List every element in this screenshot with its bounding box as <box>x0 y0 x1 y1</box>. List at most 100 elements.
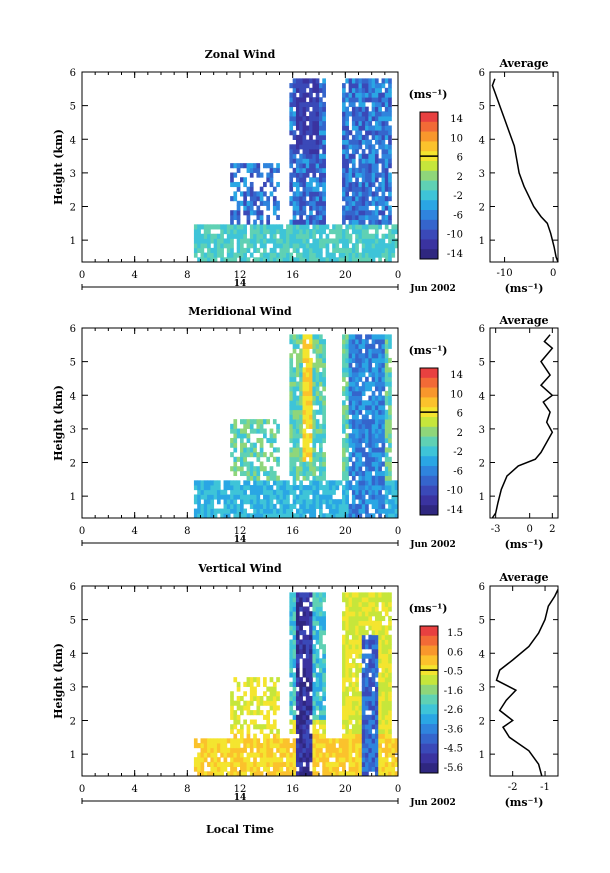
heatmap-cell <box>240 489 244 495</box>
heatmap-cell <box>351 252 356 258</box>
heatmap-cell <box>345 172 350 178</box>
heatmap-cell <box>213 747 218 753</box>
heatmap-cell <box>253 238 257 244</box>
heatmap-cell <box>322 224 326 230</box>
heatmap-cell <box>368 238 373 244</box>
heatmap-cell <box>381 437 386 444</box>
heatmap-cell <box>286 257 290 263</box>
heatmap-cell <box>279 757 284 763</box>
heatmap-cell <box>240 733 244 739</box>
heatmap-cell <box>322 372 326 378</box>
heatmap-cell <box>312 508 317 514</box>
heatmap-cell <box>358 395 363 401</box>
heatmap-cell <box>299 229 303 235</box>
heatmap-cell <box>371 372 376 378</box>
heatmap-cell <box>342 743 346 749</box>
heatmap-cell <box>332 257 336 263</box>
heatmap-cell <box>315 334 320 340</box>
heatmap-cell <box>342 376 346 382</box>
heatmap-cell <box>302 167 307 173</box>
heatmap-cell <box>388 381 392 387</box>
heatmap-cell <box>361 191 366 197</box>
heatmap-cell <box>351 681 356 687</box>
heatmap-cell <box>309 343 313 349</box>
heatmap-cell <box>233 433 238 439</box>
heatmap-cell <box>256 224 261 230</box>
heatmap-cell <box>259 761 264 767</box>
heatmap-cell <box>358 172 363 178</box>
heatmap-cell <box>269 691 274 697</box>
heatmap-cell <box>312 601 317 607</box>
heatmap-cell <box>388 714 392 720</box>
heatmap-cell <box>378 353 382 359</box>
heatmap-cell <box>384 120 389 126</box>
heatmap-cell <box>309 177 313 183</box>
heatmap-cell <box>289 92 294 98</box>
heatmap-cell <box>259 196 264 202</box>
heatmap-cell <box>302 357 307 364</box>
heatmap-cell <box>305 229 310 235</box>
heatmap-cell <box>226 224 231 230</box>
heatmap-cell <box>371 348 376 354</box>
heatmap-cell <box>282 508 287 514</box>
heatmap-cell <box>388 247 392 253</box>
heatmap-cell <box>276 238 280 244</box>
heatmap-cell <box>233 766 238 772</box>
heatmap-cell <box>394 508 399 514</box>
heatmap-cell <box>249 186 254 192</box>
heatmap-cell <box>345 181 350 188</box>
heatmap-cell <box>348 214 353 221</box>
heatmap-cell <box>374 367 379 373</box>
heatmap-cell <box>312 196 317 202</box>
heatmap-cell <box>259 480 264 486</box>
heatmap-cell <box>279 499 284 505</box>
colorbar-segment <box>420 219 438 230</box>
heatmap-cell <box>361 480 366 486</box>
heatmap-cell <box>365 120 369 126</box>
heatmap-cell <box>305 761 310 767</box>
heatmap-cell <box>256 681 261 687</box>
heatmap-cell <box>345 233 350 239</box>
heatmap-cell <box>236 224 241 230</box>
heatmap-cell <box>299 106 303 112</box>
heatmap-cell <box>388 367 392 373</box>
heatmap-cell <box>305 372 310 378</box>
heatmap-cell <box>249 233 254 239</box>
heatmap-cell <box>289 219 294 225</box>
heatmap-cell <box>384 653 389 659</box>
heatmap-cell <box>355 761 359 767</box>
heatmap-cell <box>365 111 369 117</box>
heatmap-cell <box>361 92 366 98</box>
heatmap-cell <box>365 83 369 89</box>
heatmap-cell <box>351 747 356 753</box>
heatmap-cell <box>361 83 366 89</box>
heatmap-cell <box>309 710 313 716</box>
heatmap-cell <box>302 386 307 392</box>
heatmap-cell <box>345 158 350 164</box>
heatmap-cell <box>216 761 221 767</box>
heatmap-cell <box>371 243 376 249</box>
heatmap-cell <box>312 475 317 481</box>
heatmap-cell <box>365 766 369 772</box>
heatmap-cell <box>312 97 317 103</box>
heatmap-cell <box>325 752 330 758</box>
heatmap-cell <box>345 466 350 472</box>
heatmap-cell <box>299 219 303 225</box>
heatmap-cell <box>365 362 369 368</box>
heatmap-cell <box>272 210 277 216</box>
heatmap-cell <box>233 714 238 720</box>
heatmap-cell <box>351 243 356 249</box>
heatmap-cell <box>286 489 290 495</box>
heatmap-cell <box>315 475 320 481</box>
heatmap-cell <box>236 433 241 439</box>
heatmap-cell <box>368 348 373 354</box>
heatmap-cell <box>319 752 323 758</box>
heatmap-cell <box>259 489 264 495</box>
heatmap-cell <box>259 466 264 472</box>
heatmap-cell <box>348 601 353 607</box>
average-y-tick-label: 6 <box>479 324 485 335</box>
heatmap-cell <box>378 691 382 697</box>
heatmap-cell <box>289 376 294 382</box>
heatmap-cell <box>233 761 238 767</box>
